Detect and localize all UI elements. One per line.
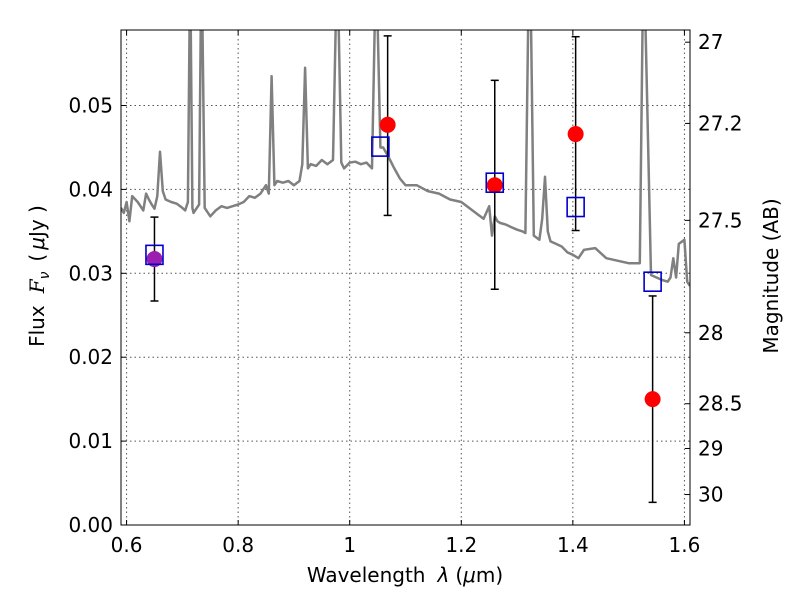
y2-ticks: 27 27.2 27.5 28 28.5 29 30 <box>685 30 743 507</box>
observed-point <box>644 391 661 408</box>
y-tick-label: 0.03 <box>68 261 113 285</box>
y-ticks: 0.00 0.01 0.02 0.03 0.04 0.05 <box>68 94 126 537</box>
model-photometry-point <box>145 244 164 266</box>
x-axis-label: Wavelength λ (μm) <box>307 563 503 587</box>
y-tick-label: 0.01 <box>68 429 113 453</box>
x-tick-label: 1.2 <box>445 533 477 557</box>
x-tick-label: 1 <box>343 533 356 557</box>
x-tick-label: 0.6 <box>111 533 143 557</box>
y2-tick-label: 28.5 <box>698 392 743 416</box>
model-spectrum-layer <box>121 30 690 287</box>
model-photometry-points <box>145 136 662 292</box>
y2-tick-label: 30 <box>698 483 723 507</box>
model-photometry-point <box>566 196 585 218</box>
y-axis-label: FluxFν(μJy ) <box>25 205 53 347</box>
x-tick-label: 0.8 <box>222 533 254 557</box>
observed-point <box>486 177 503 194</box>
y2-tick-label: 27.2 <box>698 111 743 135</box>
y2-tick-label: 29 <box>698 436 723 460</box>
x-tick-label: 1.6 <box>669 533 701 557</box>
y2-tick-label: 27.5 <box>698 208 743 232</box>
y-tick-label: 0.02 <box>68 345 113 369</box>
y-tick-label: 0.04 <box>68 177 113 201</box>
grid <box>121 30 690 526</box>
observed-points <box>146 116 661 408</box>
observed-point <box>146 251 163 268</box>
plot-frame <box>120 29 691 526</box>
model-photometry-point <box>643 271 662 292</box>
x-tick-label: 1.4 <box>557 533 589 557</box>
observed-point <box>567 126 584 143</box>
y2-tick-label: 28 <box>698 321 723 345</box>
y-tick-label: 0.05 <box>68 94 113 118</box>
y-tick-label: 0.00 <box>68 513 113 537</box>
observed-point <box>379 116 396 133</box>
y2-tick-label: 27 <box>698 30 723 54</box>
x-ticks: 0.6 0.8 1 1.2 1.4 1.6 <box>111 30 701 557</box>
model-spectrum-line <box>121 30 690 287</box>
model-photometry-point <box>485 172 505 193</box>
model-photometry-point <box>371 136 390 157</box>
y2-axis-label: Magnitude (AB) <box>759 198 783 353</box>
